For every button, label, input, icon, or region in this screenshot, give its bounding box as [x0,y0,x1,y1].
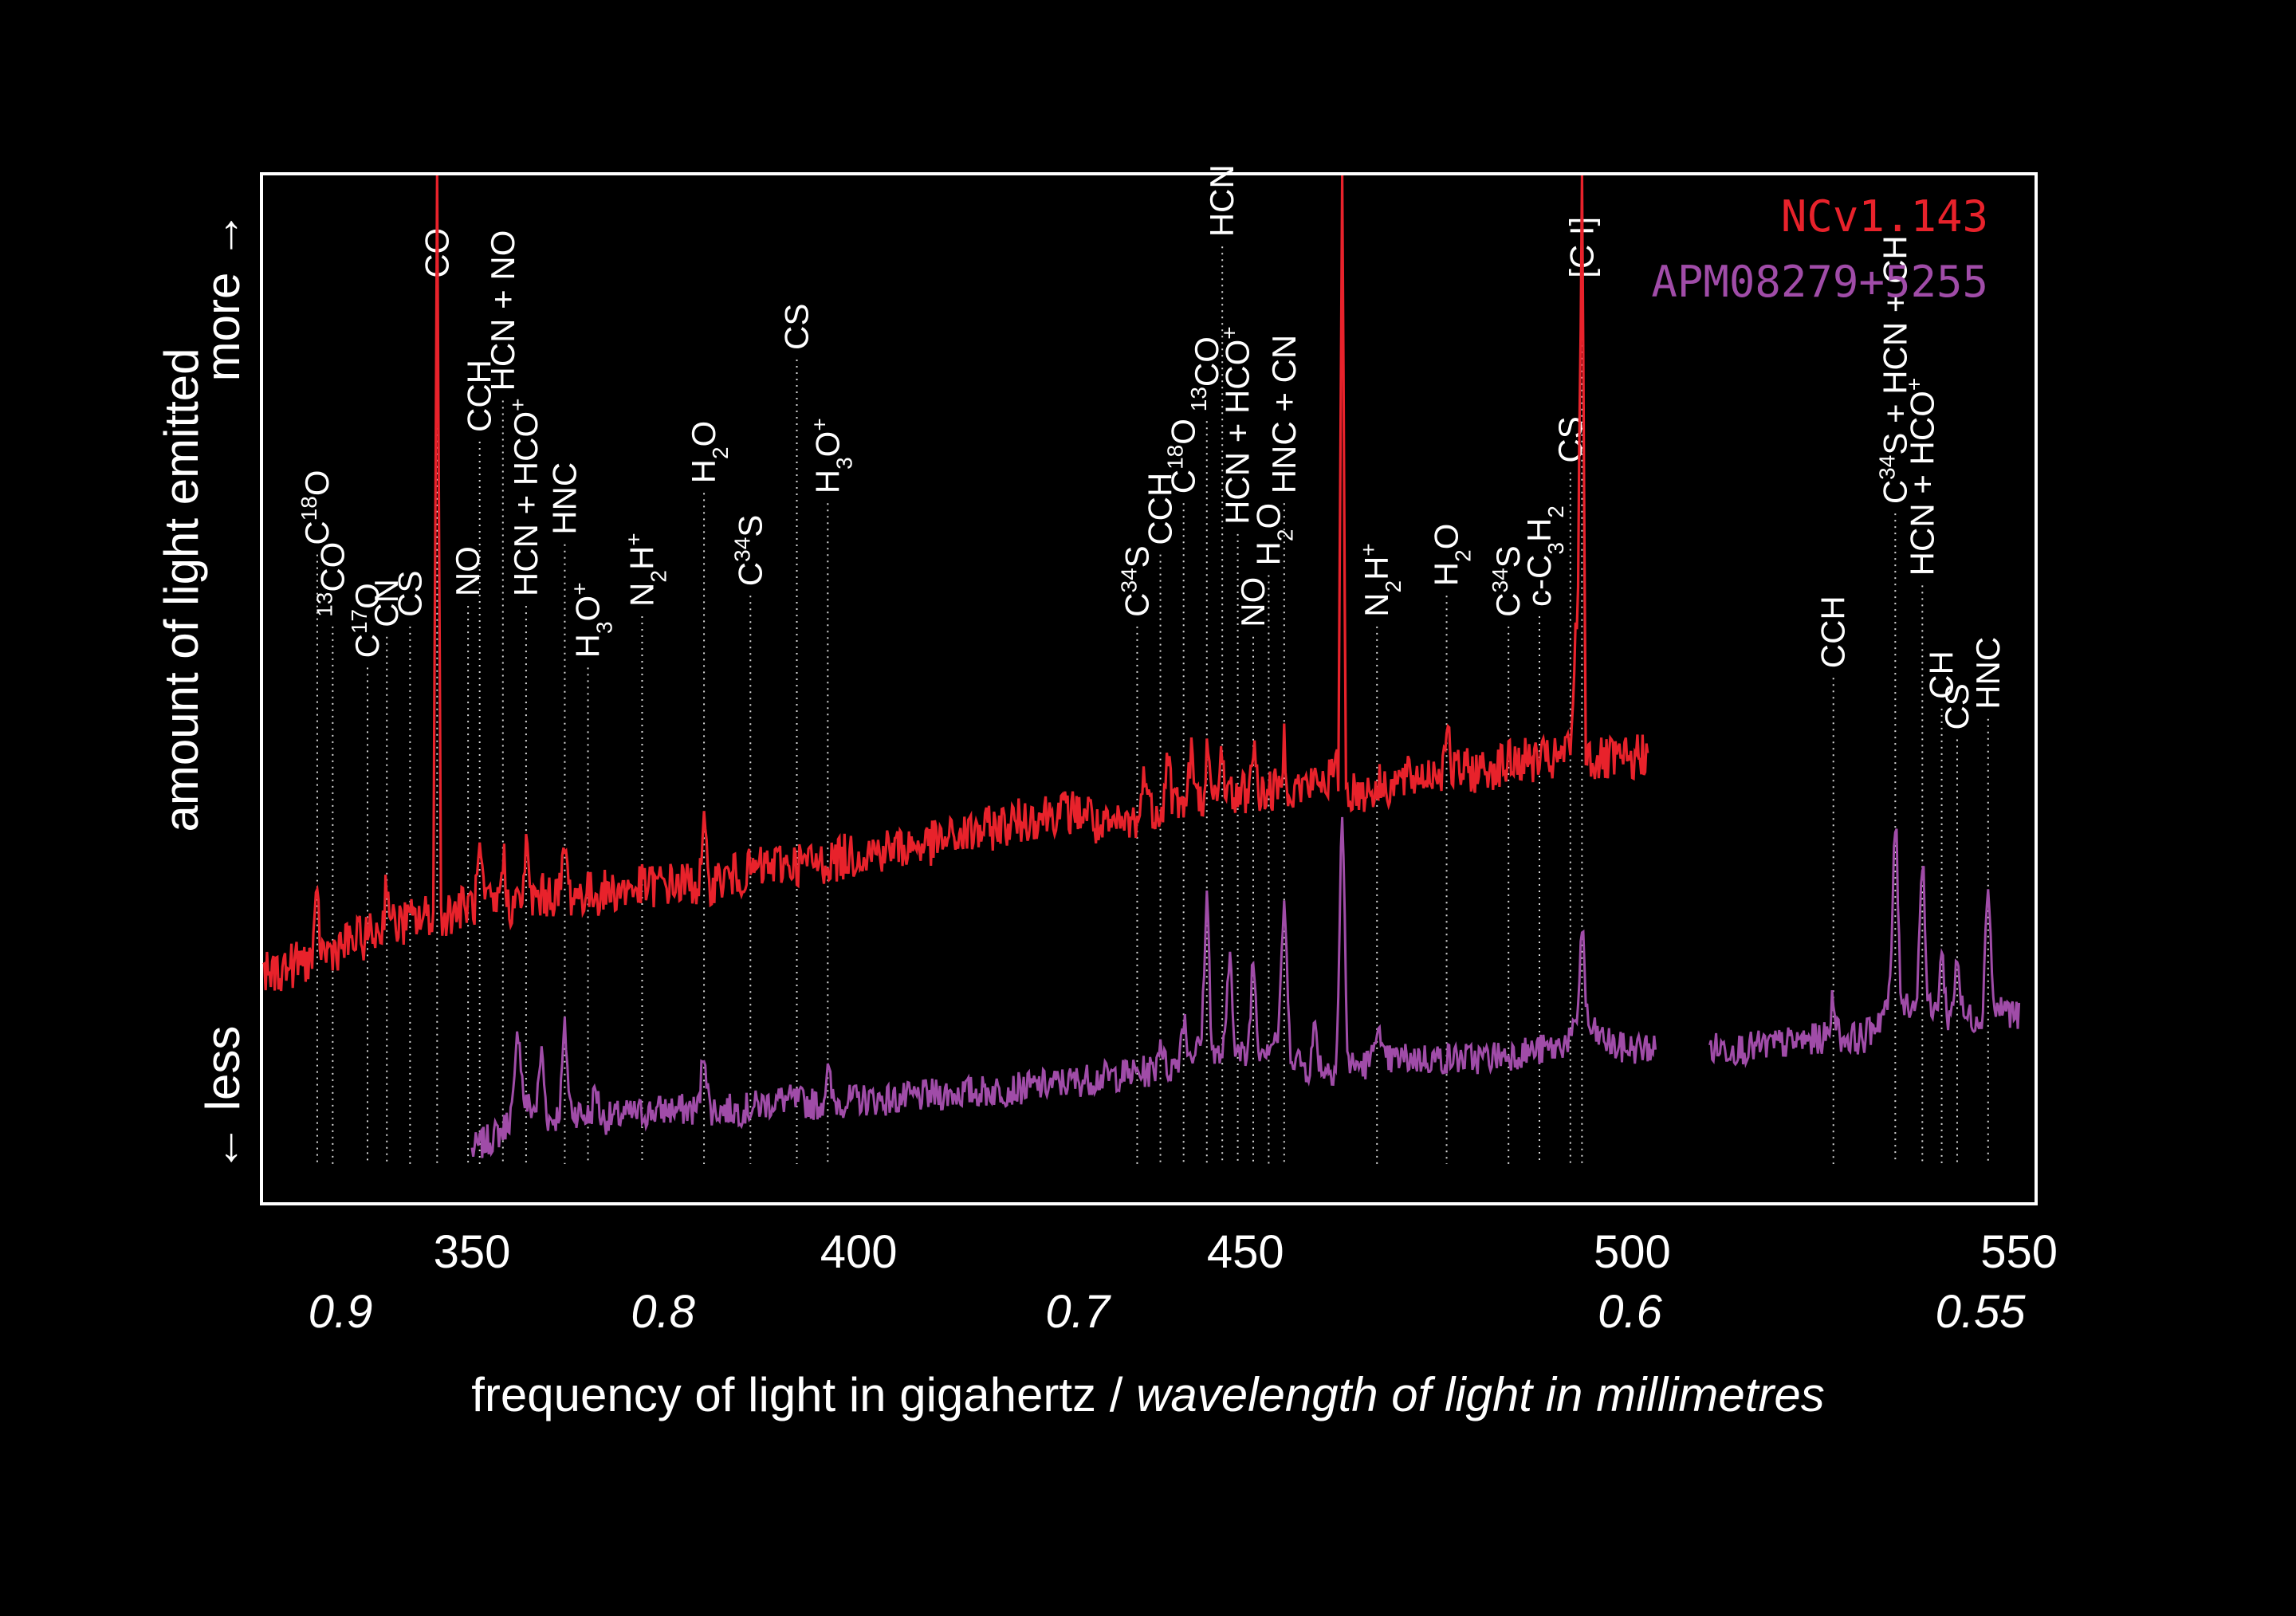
x-tick-label-400: 400 [820,1226,898,1278]
line-label-hcn-no-8: HCN + NO [484,230,521,391]
line-label-cch-18: CCH [1142,473,1179,545]
line-label-ho-24: H2O [1249,503,1297,566]
line-label-hcn-hco-34: HCN + HCO+ [1901,378,1941,576]
x-axis-label: frequency of light in gigahertz / wavele… [471,1368,1825,1421]
line-label-13co-1: 13CO [312,542,352,617]
y-axis-more-label: more → [196,211,250,381]
line-label-c34s-hcn-ch-33: C34S + HCN + CH [1874,235,1914,504]
line-label-c17o-2: C17O [346,583,386,658]
y-axis-less-label: ← less [196,1026,250,1172]
line-label-c18o-19: C18O [1162,419,1202,493]
wavelength-tick-label-0-55: 0.55 [1936,1286,2027,1338]
line-label-hnc-10: HNC [545,462,583,535]
line-label-cs-36: CS [1938,683,1976,729]
plot-frame [260,172,2038,1205]
x-axis: 350 400 450 500 550 [434,1226,2058,1278]
wavelength-tick-label-0-9: 0.9 [309,1286,373,1338]
line-label-c18o-0: C18O [296,470,336,545]
line-label-cn-3: CN [368,579,405,627]
line-label-nh-12: N2H+ [621,533,670,607]
x-tick-label-550: 550 [1980,1226,2058,1278]
series-line-apm08279-segment-1 [470,816,1657,1158]
line-label-hcn-hco-9: HCN + HCO+ [505,399,545,597]
line-label-no-6: NO [449,546,486,596]
wavelength-axis: 0.9 0.8 0.7 0.6 0.55 [309,1286,2027,1338]
x-tick-label-350: 350 [434,1226,511,1278]
line-label-ho-16: H3O+ [807,418,856,493]
legend: NCv1.143 APM08279+5255 [1651,191,1988,307]
y-axis-label: amount of light emitted [155,348,208,832]
series-line-apm08279-segment-2 [1708,828,2021,1068]
line-label-ch-35: CH [1923,651,1960,699]
line-label-ho-13: H2O [685,421,733,484]
line-label-c34s-28: C34S [1488,545,1527,617]
x-tick-label-500: 500 [1594,1226,1671,1278]
line-label-ho-27: H2O [1428,524,1476,587]
wavelength-tick-label-0-6: 0.6 [1598,1286,1662,1338]
series-layer [262,175,2021,1158]
line-label-nh-26: N2H+ [1356,543,1406,617]
line-label-hcn-hco-22: HCN + HCO+ [1217,326,1256,525]
x-axis-label-frequency: frequency of light in gigahertz / [471,1368,1136,1421]
line-label-c-ch-29: c-C3H2 [1520,505,1568,607]
line-label-no-23: NO [1234,577,1272,627]
wavelength-tick-label-0-8: 0.8 [631,1286,695,1338]
line-label-cch-32: CCH [1814,596,1852,668]
legend-entry-apm08279: APM08279+5255 [1651,257,1988,307]
line-label-ho-11: H3O+ [567,582,616,658]
x-axis-label-wavelength: wavelength of light in millimetres [1136,1368,1825,1421]
line-label-c34s-14: C34S [729,515,769,587]
line-label-hnc-37: HNC [1969,637,2007,710]
line-label-cs-15: CS [778,304,816,350]
x-tick-label-450: 450 [1207,1226,1284,1278]
line-label-cs-4: CS [391,570,428,616]
line-label-hcn-21: HCN [1203,164,1240,237]
line-label-hnc-cn-25: HNC + CN [1265,335,1303,494]
line-label-cch-7: CCH [461,360,498,432]
line-label-c34s-17: C34S [1116,545,1156,617]
legend-entry-ncv1143: NCv1.143 [1781,191,1988,242]
series-line-ncv1143 [262,175,1649,992]
wavelength-tick-label-0-7: 0.7 [1045,1286,1111,1338]
line-label-13co-20: 13CO [1185,336,1225,411]
